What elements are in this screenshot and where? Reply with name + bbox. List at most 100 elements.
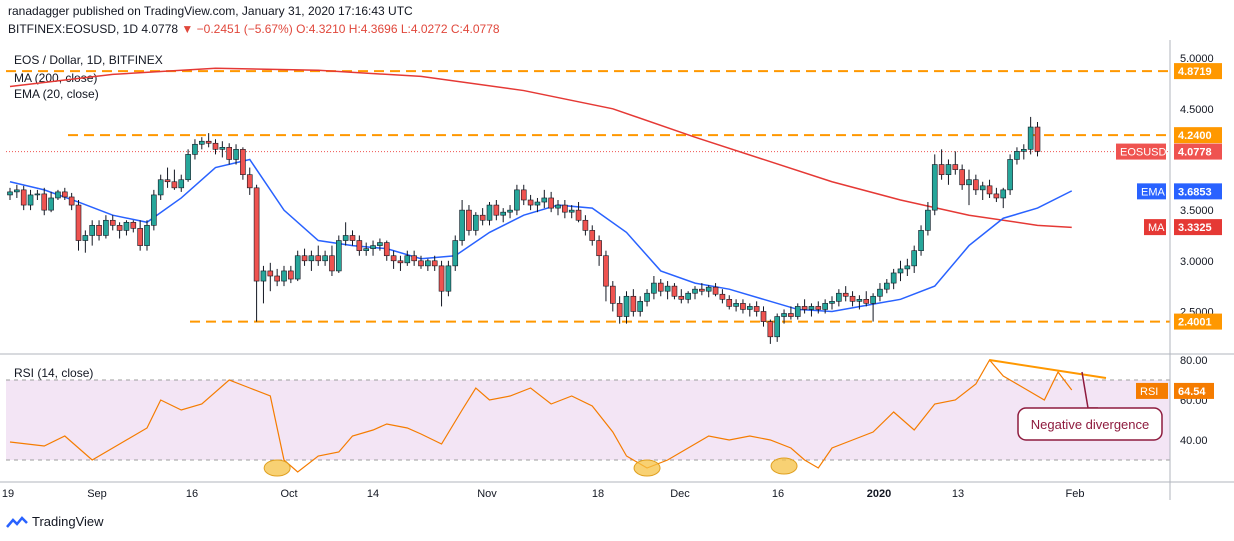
candle-body (760, 311, 767, 322)
candle-body (151, 194, 157, 226)
indicator-tag (1144, 219, 1166, 236)
candle-body (178, 179, 185, 189)
candle-body (801, 306, 808, 310)
rsi-tag-label: RSI (1140, 386, 1158, 398)
candle-body (945, 164, 952, 175)
time-tick-label: 16 (772, 488, 784, 500)
candle-body (240, 149, 246, 175)
candle-body (1014, 151, 1020, 160)
candle-body (644, 292, 650, 302)
candle-body (226, 147, 232, 160)
candle-body (199, 140, 205, 145)
candle-body (116, 225, 123, 231)
level-price-label: 4.2400 (1178, 130, 1212, 142)
candle-body (520, 189, 527, 201)
candle-body (616, 303, 623, 317)
candle-body (123, 221, 130, 231)
candle-body (349, 235, 356, 241)
candle-body (514, 189, 520, 211)
candle-body (890, 272, 897, 284)
footer[interactable]: TradingView (6, 514, 104, 529)
candle-body (14, 189, 20, 193)
candle-body (335, 240, 342, 272)
level-price-label: 4.8719 (1178, 66, 1212, 78)
candle-body (1000, 189, 1007, 199)
candle-body (61, 191, 68, 198)
indicator-tag (1116, 143, 1166, 160)
candle-body (500, 211, 507, 216)
callout-label: Negative divergence (1031, 417, 1150, 432)
candle-body (205, 140, 212, 144)
indicator-legend: MA (200, close) (14, 71, 97, 85)
indicator-value-tag (1174, 219, 1222, 236)
candle-body (685, 292, 691, 300)
symbol-line: BITFINEX:EOSUSD, 1D 4.0778 ▼ −0.2451 (−5… (8, 22, 500, 36)
time-tick-label: 14 (367, 488, 379, 500)
rsi-title: RSI (14, close) (14, 366, 93, 380)
ma-200-line (9, 67, 1072, 229)
candle-body (20, 189, 27, 206)
tradingview-logo-icon (6, 515, 28, 528)
candle-body (938, 164, 945, 175)
candle-body (157, 179, 164, 196)
candle-body (48, 197, 54, 211)
time-tick-label: 18 (592, 488, 604, 500)
time-tick-label: Oct (280, 488, 297, 500)
candle-body (966, 179, 972, 186)
candle-body (109, 219, 116, 226)
candle-body (1020, 149, 1027, 152)
candle-body (452, 240, 459, 267)
rsi-line (9, 358, 1073, 473)
candle-body (445, 265, 452, 292)
candle-body (555, 204, 561, 209)
candle-body (651, 282, 657, 294)
divergence-line (989, 359, 1107, 379)
candle-body (911, 250, 918, 267)
indicator-tag-label: EOSUSD (1120, 147, 1167, 159)
price-tick-label: 3.5000 (1180, 205, 1214, 217)
rsi-pane[interactable]: RSI (14, close) Negative divergence (6, 358, 1170, 477)
candle-body (794, 306, 801, 317)
candle-body (377, 242, 383, 246)
candle-body (466, 209, 472, 231)
candle-body (568, 209, 575, 213)
candle-body (486, 204, 493, 221)
callout-box (1017, 407, 1163, 441)
candle-body (356, 240, 363, 251)
candle-body (678, 295, 685, 300)
candle-body (96, 225, 102, 236)
candle-body (897, 268, 904, 274)
candle-body (740, 303, 746, 310)
candle-body (726, 299, 733, 307)
candle-body (979, 185, 986, 191)
candle-body (479, 214, 486, 221)
candle-body (986, 185, 993, 195)
candle-body (527, 199, 534, 206)
candle-body (294, 255, 301, 280)
oversold-marker (633, 459, 661, 477)
candle-body (808, 306, 815, 310)
candle-body (363, 248, 370, 251)
rsi-tag (1136, 382, 1168, 399)
candle-body (733, 303, 739, 307)
candle-body (788, 313, 794, 317)
candle-body (192, 143, 198, 155)
candle-body (370, 245, 376, 249)
time-tick-label: Dec (670, 488, 690, 500)
price-background (0, 40, 1234, 352)
candle-body (753, 306, 760, 312)
candle-body (609, 285, 616, 304)
candle-body (137, 228, 143, 246)
candle-body (89, 225, 95, 236)
candle-body (630, 295, 637, 312)
level-price-label: 2.4001 (1178, 317, 1212, 329)
candle-body (603, 255, 609, 287)
candle-body (692, 288, 698, 294)
indicator-value-label: 4.0778 (1178, 147, 1212, 159)
candle-body (863, 299, 870, 304)
indicator-value-label: 3.6853 (1178, 186, 1212, 198)
level-price-tag (1174, 63, 1222, 80)
indicator-tag-label: EMA (1141, 186, 1166, 198)
price-pane[interactable]: EOS / Dollar, 1D, BITFINEX MA (200, close… (0, 40, 1234, 352)
